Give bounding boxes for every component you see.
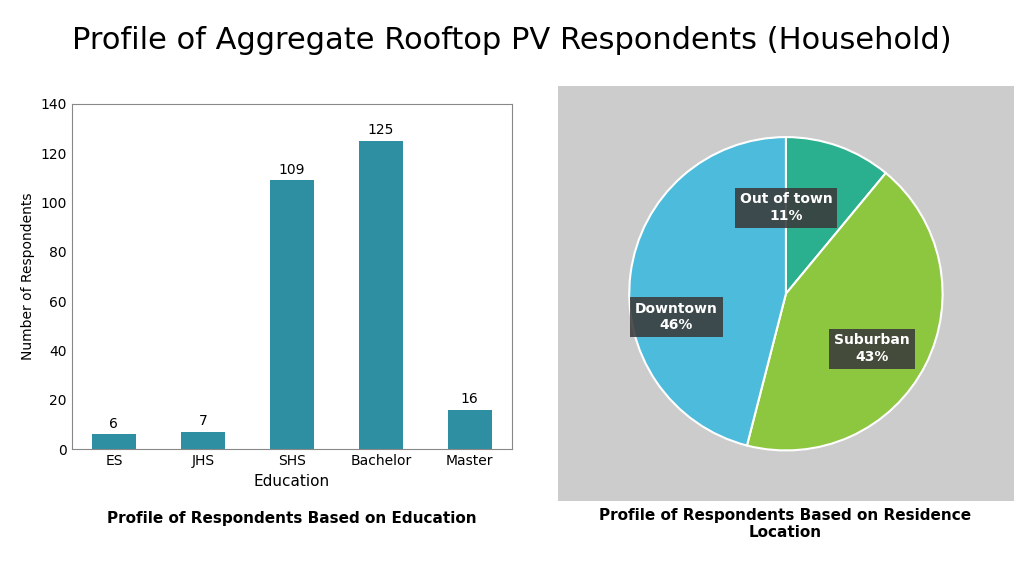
Bar — [447, 410, 492, 449]
Y-axis label: Number of Respondents: Number of Respondents — [20, 193, 35, 360]
Text: Profile of Aggregate Rooftop PV Respondents (Household): Profile of Aggregate Rooftop PV Responde… — [72, 26, 952, 55]
Bar — [269, 180, 314, 449]
Wedge shape — [630, 137, 786, 445]
Wedge shape — [746, 173, 942, 450]
Text: Out of town
11%: Out of town 11% — [739, 192, 833, 223]
Text: 7: 7 — [199, 414, 207, 429]
Bar — [180, 432, 225, 449]
Wedge shape — [785, 137, 886, 294]
Text: 16: 16 — [461, 392, 478, 406]
Text: Suburban
43%: Suburban 43% — [835, 334, 910, 363]
Text: Profile of Respondents Based on Education: Profile of Respondents Based on Educatio… — [108, 511, 476, 526]
Bar — [92, 434, 136, 449]
Text: 125: 125 — [368, 123, 394, 137]
Text: Downtown
46%: Downtown 46% — [635, 302, 718, 332]
Text: 109: 109 — [279, 162, 305, 176]
X-axis label: Education: Education — [254, 473, 330, 488]
Text: 6: 6 — [110, 417, 119, 431]
Text: Profile of Respondents Based on Residence
Location: Profile of Respondents Based on Residenc… — [599, 508, 972, 540]
Bar — [358, 141, 403, 449]
